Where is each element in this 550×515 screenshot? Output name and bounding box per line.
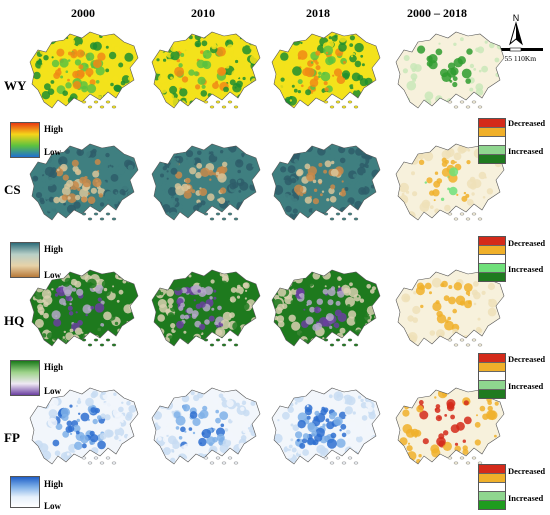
legend-hq-gradient xyxy=(10,360,40,396)
map-wy-2010 xyxy=(151,31,261,109)
change-legend-hq-decreased: Decreased xyxy=(508,354,546,364)
map-cs-2010 xyxy=(151,143,261,221)
column-header-2018: 2018 xyxy=(306,6,330,20)
map-cs-2000 xyxy=(29,143,139,221)
map-hq-2010 xyxy=(151,269,261,347)
legend-fp-gradient xyxy=(10,476,40,508)
legend-wy-low: Low xyxy=(44,147,62,157)
legend-hq-high: High xyxy=(44,362,64,372)
map-hq-2000 xyxy=(29,269,139,347)
change-legend-cs-increased: Increased xyxy=(508,264,544,274)
legend-fp-high: High xyxy=(44,479,64,489)
scale-bar-graphic xyxy=(499,47,543,52)
change-legend-fp xyxy=(478,464,506,510)
change-legend-wy-increased: Increased xyxy=(508,146,544,156)
change-legend-wy xyxy=(478,118,506,164)
column-header-2000: 2000 xyxy=(71,6,95,20)
map-hq-20002018 xyxy=(395,269,505,347)
legend-cs-gradient xyxy=(10,242,40,278)
change-legend-fp-decreased: Decreased xyxy=(508,466,546,476)
change-legend-wy-decreased: Decreased xyxy=(508,118,546,128)
change-legend-hq xyxy=(478,353,506,399)
map-cs-20002018 xyxy=(395,143,505,221)
row-header-hq: HQ xyxy=(4,313,25,328)
legend-fp-low: Low xyxy=(44,501,62,511)
change-legend-cs xyxy=(478,236,506,282)
legend-hq-low: Low xyxy=(44,386,62,396)
map-fp-2000 xyxy=(29,387,139,465)
map-fp-2010 xyxy=(151,387,261,465)
north-arrow-icon: N xyxy=(509,13,523,46)
change-legend-hq-increased: Increased xyxy=(508,381,544,391)
change-legend-cs-decreased: Decreased xyxy=(508,238,546,248)
legend-cs-high: High xyxy=(44,244,64,254)
map-wy-2018 xyxy=(271,31,381,109)
row-header-cs: CS xyxy=(4,182,21,197)
row-header-wy: WY xyxy=(4,78,27,93)
legend-wy-high: High xyxy=(44,124,64,134)
map-hq-2018 xyxy=(271,269,381,347)
change-legend-fp-increased: Increased xyxy=(508,493,544,503)
row-header-fp: FP xyxy=(4,430,20,445)
map-wy-20002018 xyxy=(395,31,505,109)
north-label: N xyxy=(513,13,520,23)
column-header-change: 2000 – 2018 xyxy=(407,6,467,20)
map-cs-2018 xyxy=(271,143,381,221)
map-wy-2000 xyxy=(29,31,139,109)
legend-wy-gradient xyxy=(10,122,40,158)
map-fp-20002018 xyxy=(395,387,505,465)
map-fp-2018 xyxy=(271,387,381,465)
column-header-2010: 2010 xyxy=(191,6,215,20)
legend-cs-low: Low xyxy=(44,270,62,280)
